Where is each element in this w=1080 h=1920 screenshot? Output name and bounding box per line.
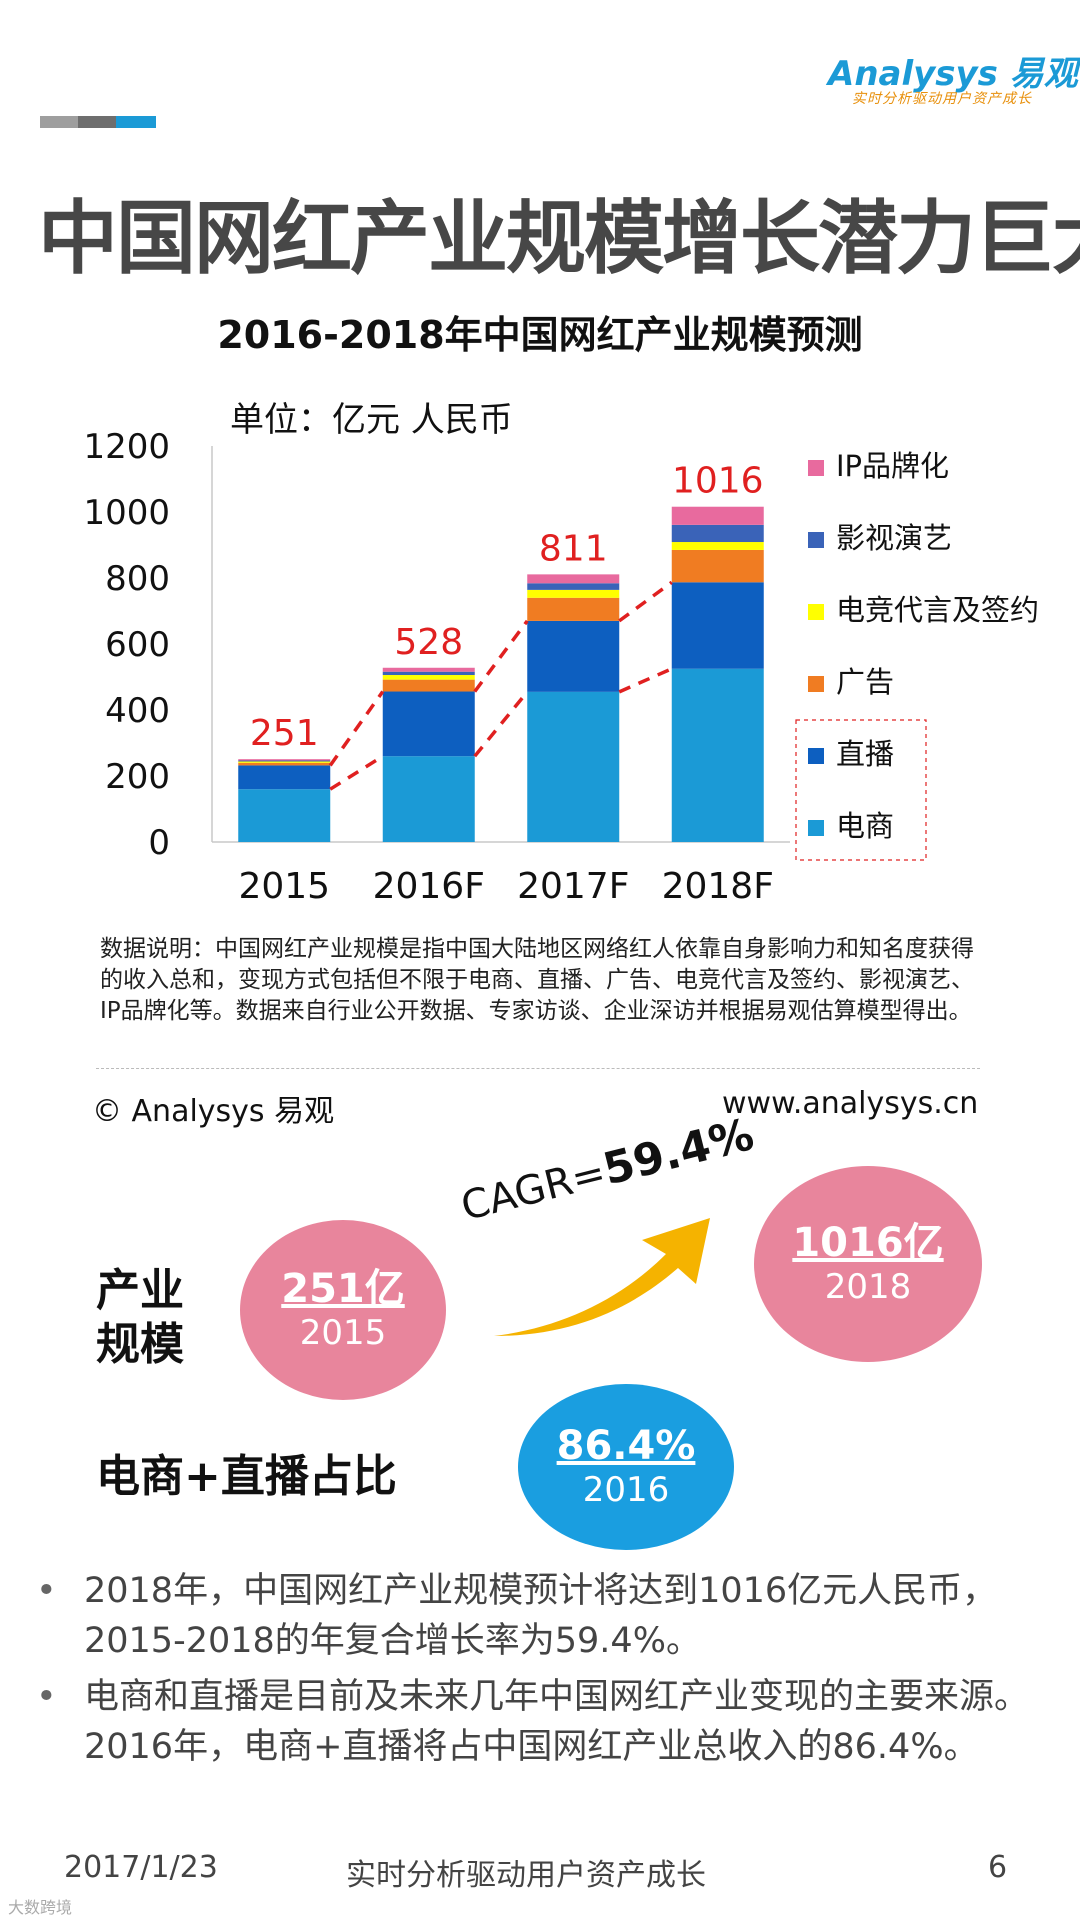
industry-scale-label: 产业 规模: [96, 1265, 184, 1370]
bar-segment-4: [671, 524, 764, 543]
bar-segment-2: [671, 549, 764, 583]
bar-segment-5: [527, 574, 620, 584]
trend-line-live: [328, 690, 385, 767]
legend-swatch: [808, 820, 824, 836]
bar-segment-3: [671, 542, 764, 550]
x-tick-label: 2015: [238, 866, 330, 907]
bar-segment-0: [238, 789, 331, 842]
legend-swatch: [808, 604, 824, 620]
bar-segment-2: [527, 597, 620, 621]
y-tick-label: 400: [105, 691, 170, 731]
bar-total-label: 811: [539, 528, 608, 569]
bar-segment-4: [527, 583, 620, 590]
bar-segment-5: [671, 506, 764, 525]
scale-2018-circle: 1016亿 2018: [754, 1166, 982, 1362]
y-tick-label: 600: [105, 625, 170, 665]
y-tick-label: 200: [105, 757, 170, 797]
accent-segment-dark: [78, 116, 116, 128]
stacked-bar-chart: 0 200 400 600 800 1000 1200 251 2015 528 2016F 811 2…: [83, 427, 1039, 907]
legend-label: 电竞代言及签约: [836, 593, 1039, 627]
bar-segment-1: [671, 582, 764, 669]
growth-arrow-icon: [494, 1218, 710, 1336]
bar-segment-4: [382, 671, 475, 676]
bar-segment-4: [238, 760, 331, 762]
y-tick-label: 1000: [83, 493, 170, 533]
scale-2018-value: 1016亿: [792, 1220, 944, 1266]
growth-arrow-shape: [494, 1218, 710, 1336]
page-title: 中国网红产业规模增长潜力巨大: [38, 192, 1080, 285]
legend-highlight-box: [795, 719, 927, 861]
bar-segment-1: [238, 765, 331, 790]
website-link[interactable]: www.analysys.cn: [722, 1086, 979, 1121]
scale-2015-value: 251亿: [281, 1266, 405, 1312]
bar-segment-2: [238, 762, 331, 766]
bullet-dot-icon: •: [36, 1677, 57, 1717]
bar-segment-5: [382, 667, 475, 672]
scale-2015-year: 2015: [299, 1313, 387, 1353]
bullet-text: 电商和直播是目前及未来几年中国网红产业变现的主要来源。2016年，电商+直播将占…: [84, 1677, 1030, 1767]
legend-label: 影视演艺: [836, 521, 952, 555]
x-tick-label: 2017F: [517, 866, 629, 907]
y-tick-label: 1200: [83, 427, 170, 467]
x-tick-label: 2016F: [373, 866, 485, 907]
legend-swatch: [808, 748, 824, 764]
footer-date: 2017/1/23: [64, 1850, 218, 1885]
bar-segment-3: [382, 675, 475, 680]
ecommerce-live-share-label: 电商+直播占比: [96, 1451, 397, 1502]
bar-segment-0: [527, 691, 620, 842]
legend-label: 广告: [836, 665, 894, 699]
trend-line-live: [473, 619, 529, 693]
legend-swatch: [808, 460, 824, 476]
y-tick-label: 800: [105, 559, 170, 599]
bar-segment-0: [671, 668, 764, 842]
copyright: © Analysys 易观: [92, 1094, 335, 1129]
trend-line-ecommerce: [618, 667, 673, 694]
trend-line-ecommerce: [329, 754, 384, 791]
chart-title: 2016-2018年中国网红产业规模预测: [217, 313, 863, 357]
legend-label: 直播: [836, 737, 894, 771]
bar-segment-5: [238, 759, 331, 761]
footer-slogan: 实时分析驱动用户资产成长: [346, 1858, 706, 1893]
accent-segment-blue: [116, 116, 156, 128]
y-tick-label: 0: [148, 823, 170, 863]
separator: [96, 1068, 980, 1069]
scale-2015-circle: 251亿 2015: [240, 1220, 446, 1400]
bar-segment-3: [238, 761, 331, 763]
bar-segment-1: [527, 620, 620, 692]
legend-swatch: [808, 676, 824, 692]
trend-line-ecommerce: [473, 690, 529, 758]
bullet-dot-icon: •: [36, 1571, 57, 1611]
x-tick-label: 2018F: [662, 866, 774, 907]
page-number: 6: [988, 1850, 1008, 1885]
corner-watermark: 大数跨境: [8, 1898, 73, 1917]
unit-label: 单位：亿元 人民币: [230, 400, 513, 440]
bar-segment-3: [527, 589, 620, 598]
bar-segment-2: [382, 679, 475, 692]
bar-segment-0: [382, 756, 475, 842]
share-2016-circle: 86.4% 2016: [518, 1384, 734, 1550]
bar-total-label: 251: [250, 713, 319, 754]
bullet-text: 2018年，中国网红产业规模预计将达到1016亿元人民币，2015-2018的年…: [84, 1571, 998, 1661]
legend-swatch: [808, 532, 824, 548]
accent-bar: [40, 116, 156, 128]
legend-label: 电商: [836, 809, 894, 843]
bullet-item: • 2018年，中国网红产业规模预计将达到1016亿元人民币，2015-2018…: [36, 1566, 1046, 1666]
bar-total-label: 528: [394, 622, 463, 663]
logo-tagline: 实时分析驱动用户资产成长: [852, 91, 1032, 107]
legend-label: IP品牌化: [836, 449, 949, 483]
data-note: 数据说明：中国网红产业规模是指中国大陆地区网络红人依靠自身影响力和知名度获得的收…: [100, 936, 974, 1024]
trend-line-live: [618, 580, 673, 623]
bullet-item: • 电商和直播是目前及未来几年中国网红产业变现的主要来源。2016年，电商+直播…: [36, 1672, 1046, 1772]
bar-segment-1: [382, 691, 475, 757]
share-2016-value: 86.4%: [556, 1423, 696, 1469]
analysys-logo: Analysys 易观: [828, 54, 1078, 94]
share-2016-year: 2016: [582, 1470, 670, 1510]
scale-2018-year: 2018: [824, 1267, 912, 1307]
bar-total-label: 1016: [672, 461, 764, 502]
accent-segment-light: [40, 116, 78, 128]
